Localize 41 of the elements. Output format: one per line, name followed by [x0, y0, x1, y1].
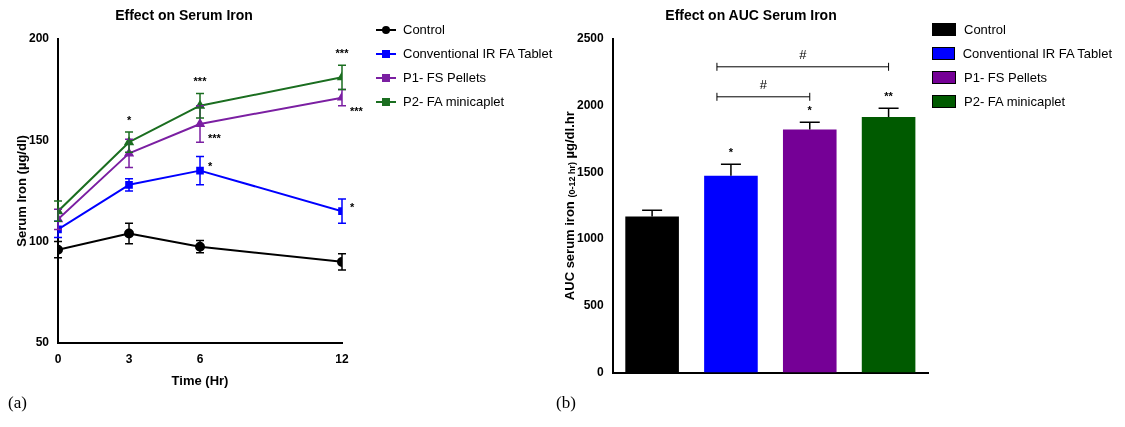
data-label: *** [208, 131, 222, 144]
legend-label: P1- FS Pellets [403, 70, 487, 85]
data-label: * [807, 103, 813, 116]
y-axis-title: AUC serum iron (0-12 hr) µg/dl.hr [561, 111, 578, 301]
text: (a) [8, 393, 28, 413]
chart-title: Effect on Serum Iron [115, 7, 253, 24]
y-tick-label: 0 [597, 364, 605, 379]
legend-label: P1- FS Pellets [964, 70, 1048, 85]
x-tick-label: 0 [54, 351, 62, 366]
data-label: *** [350, 105, 364, 118]
legend-label: Conventional IR FA Tablet [403, 46, 553, 61]
data-label: * [208, 160, 214, 173]
text: (b) [556, 393, 577, 413]
y-tick-label: 2500 [576, 31, 605, 46]
annotation: # [759, 76, 768, 92]
data-label: *** [335, 46, 350, 59]
y-tick-label: 100 [28, 233, 50, 248]
y-tick-label: 1000 [576, 231, 605, 246]
y-tick-label: 1500 [576, 164, 605, 179]
y-tick-label: 200 [28, 31, 50, 46]
data-label: * [728, 145, 734, 158]
y-tick-label: 500 [583, 298, 605, 313]
legend-label: Control [403, 22, 445, 37]
data-label: *** [193, 75, 208, 88]
chart-title: Effect on AUC Serum Iron [665, 7, 837, 24]
x-tick-label: 6 [196, 351, 204, 366]
data-label: * [126, 113, 132, 126]
data-label: * [350, 200, 355, 213]
y-axis-title: Serum Iron (µg/dl) [13, 135, 29, 247]
annotation: # [799, 46, 808, 62]
legend-label: P2- FA minicaplet [964, 94, 1066, 109]
legend-label: Conventional IR FA Tablet [962, 46, 1112, 61]
legend-label: P2- FA minicaplet [403, 94, 505, 109]
legend-label: Control [964, 22, 1006, 37]
x-tick-label: 3 [125, 351, 133, 366]
x-tick-label: 12 [335, 351, 349, 366]
data-label: ** [884, 89, 894, 102]
y-tick-label: 150 [28, 132, 50, 147]
y-tick-label: 50 [35, 335, 50, 350]
y-tick-label: 2000 [576, 97, 605, 112]
x-axis-title: Time (Hr) [171, 372, 229, 388]
